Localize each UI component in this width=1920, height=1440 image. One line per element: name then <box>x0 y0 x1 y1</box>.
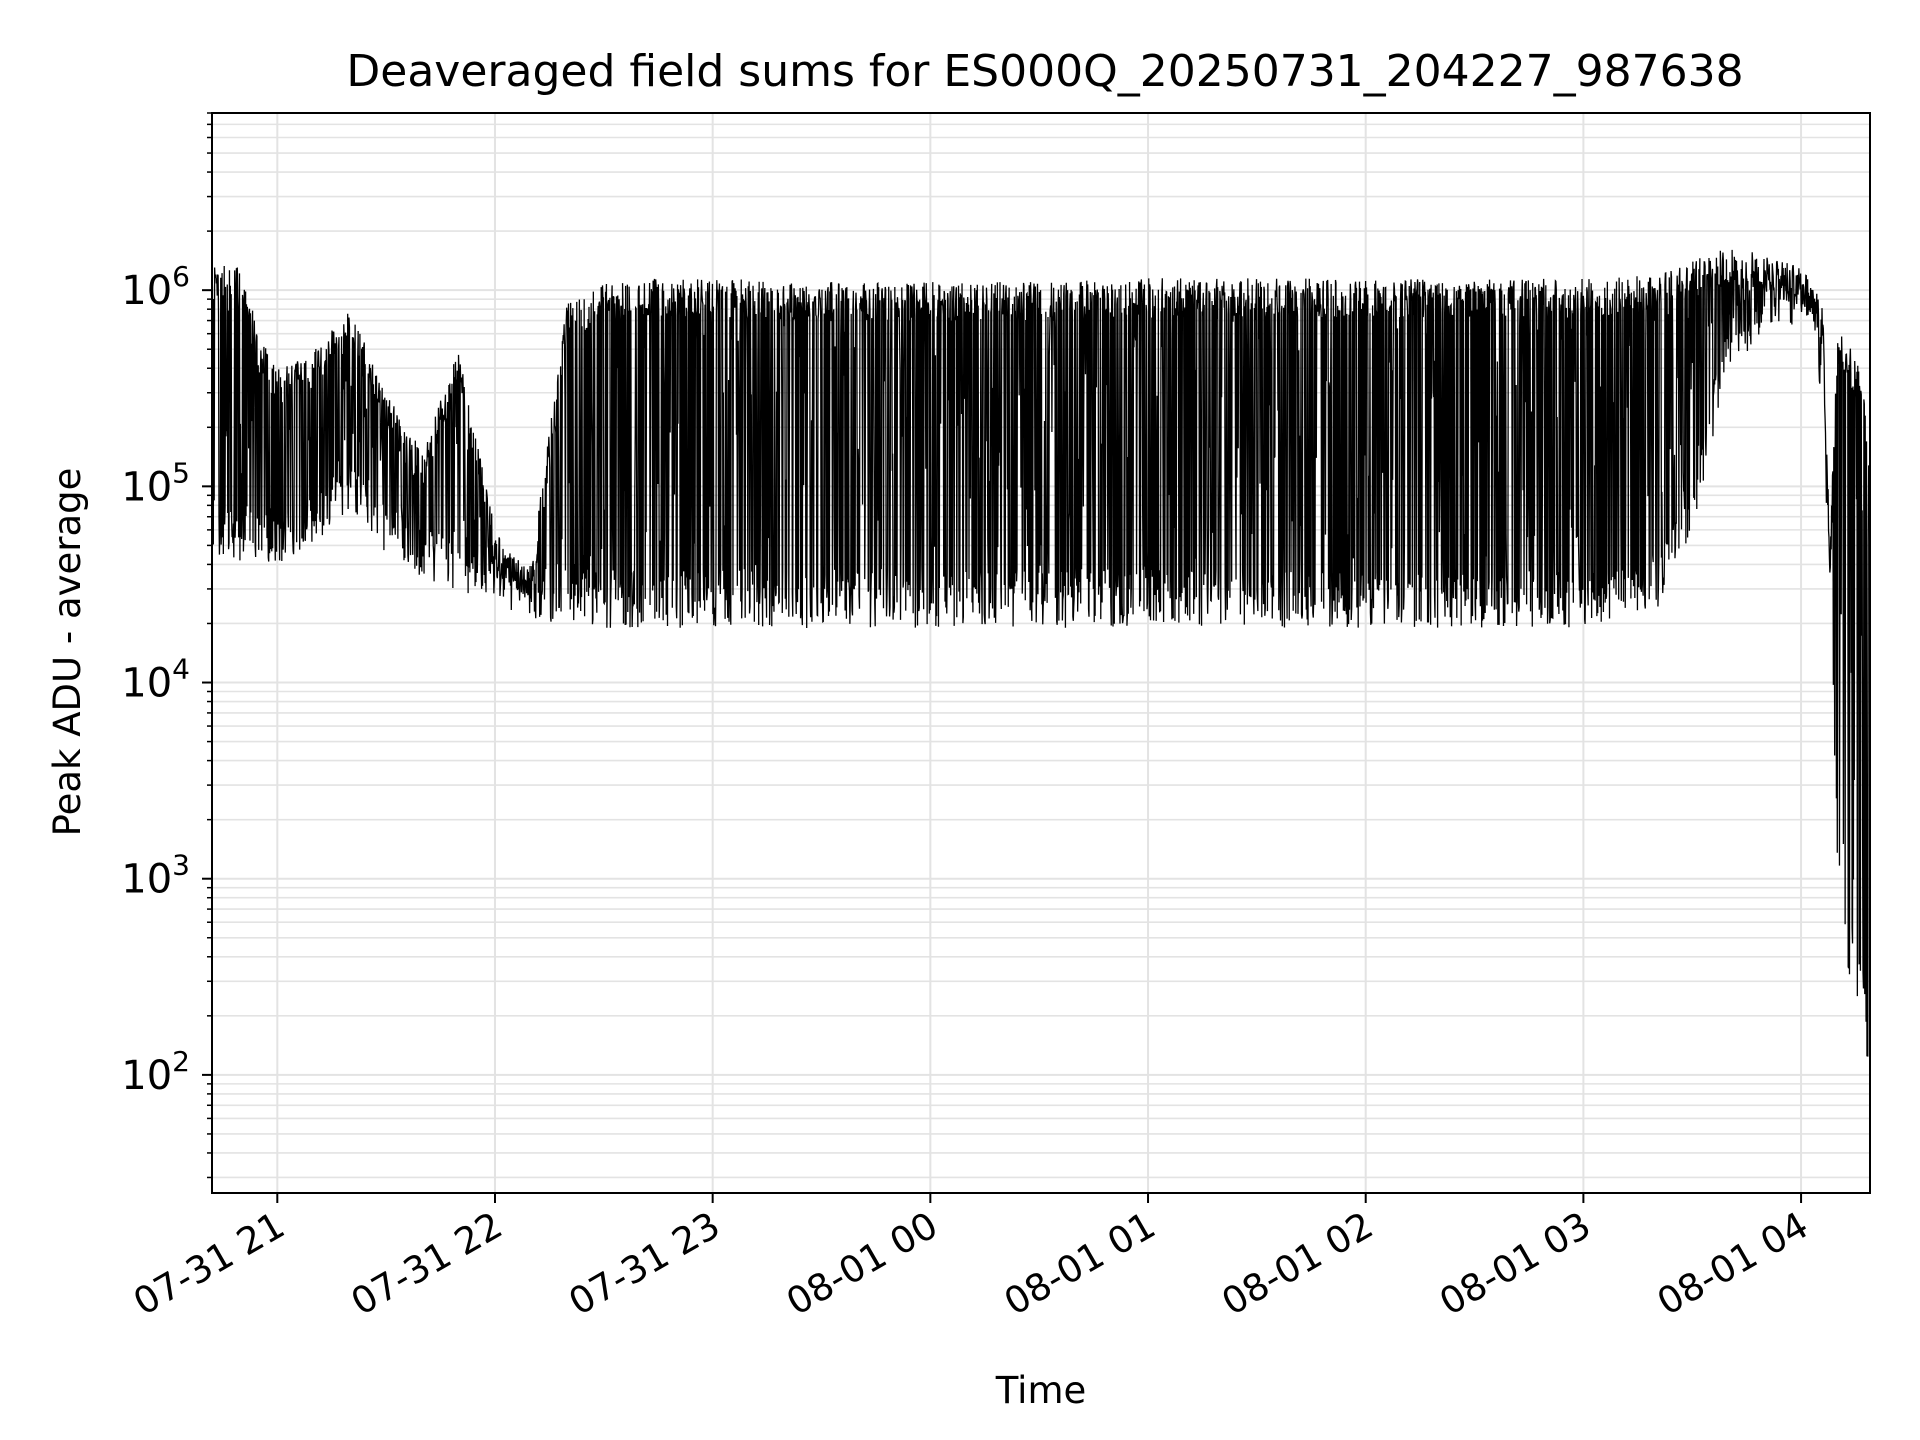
data-layer <box>211 249 1871 1057</box>
chart-title: Deaveraged field sums for ES000Q_2025073… <box>346 46 1743 97</box>
x-axis-label: Time <box>995 1369 1087 1412</box>
y-tick-label: 106 <box>121 260 190 314</box>
y-tick-label: 105 <box>121 456 190 510</box>
y-tick-label: 103 <box>121 849 190 903</box>
y-axis-label: Peak ADU - average <box>46 468 89 837</box>
grid-layer <box>212 112 1870 1193</box>
plot-frame <box>211 112 1871 1194</box>
y-tick-label: 102 <box>121 1045 190 1099</box>
plot-area <box>212 113 1870 1193</box>
y-tick-label: 104 <box>121 653 190 707</box>
series-line <box>211 249 1871 1057</box>
